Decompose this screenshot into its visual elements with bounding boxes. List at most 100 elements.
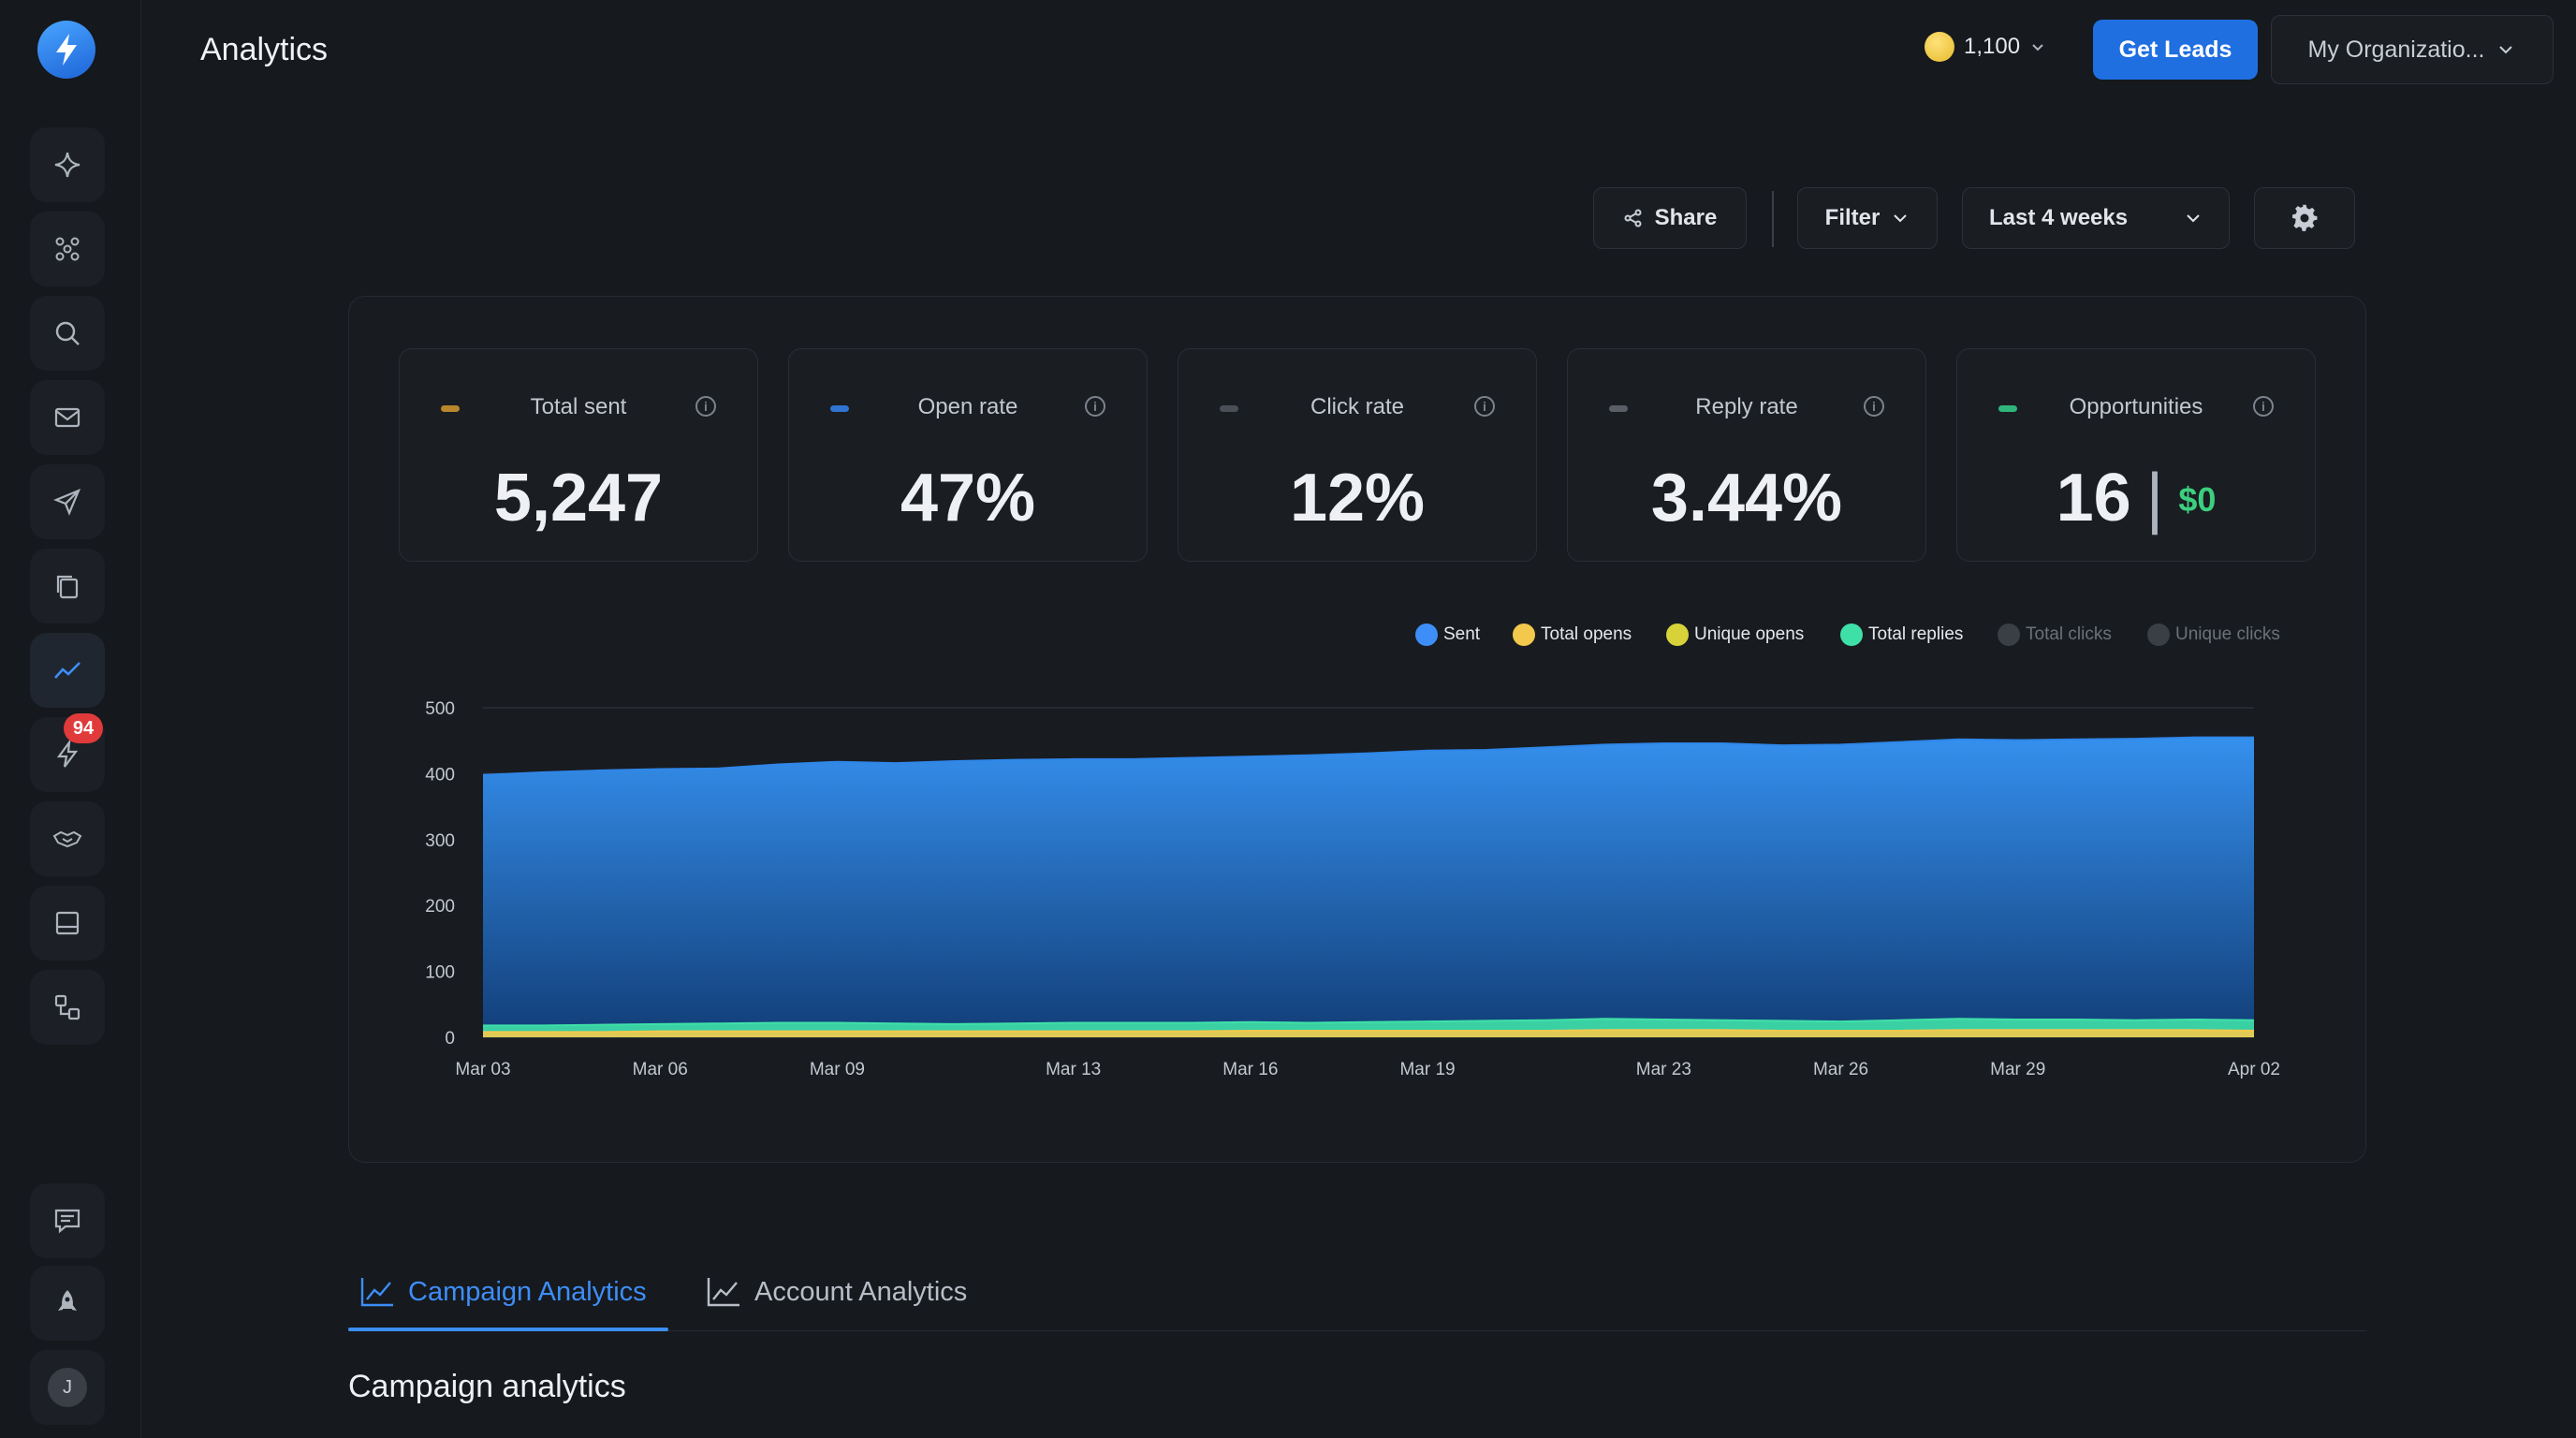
info-icon[interactable]: i [2253,396,2274,417]
series-line-sent [482,736,2254,776]
gear-icon [2292,204,2318,231]
chat-icon [54,1209,80,1234]
legend-item-unique-opens[interactable]: Unique opens [1666,624,1804,646]
section-title: Campaign analytics [348,1369,626,1404]
share-icon [1624,209,1642,227]
stat-label: Total sent [530,394,627,419]
opportunities-value: $0 [2178,480,2217,519]
stat-card-open-rate: Open rate i 47% [788,348,1148,562]
nav-crm[interactable] [30,801,105,876]
mail-icon [54,407,80,428]
chevron-down-icon [1894,214,1908,223]
x-tick-label: Mar 26 [1813,1060,1868,1079]
settings-button[interactable] [2254,187,2355,249]
series-area-sent [483,737,2254,1037]
app-logo[interactable] [37,21,95,79]
stat-value: 5,247 [493,461,664,536]
legend-label: Total opens [1541,624,1632,644]
tab-account-analytics[interactable]: Account Analytics [706,1255,967,1329]
stat-card-reply-rate: Reply rate i 3.44% [1567,348,1926,562]
get-leads-button[interactable]: Get Leads [2093,20,2258,80]
nav-campaigns[interactable] [30,464,105,539]
nav-templates[interactable] [30,549,105,624]
y-tick-label: 200 [425,897,455,917]
nodes-icon [55,237,80,261]
organization-name: My Organizatio... [2307,36,2485,63]
nav-getting-started[interactable] [30,1266,105,1341]
series-color-marker [1609,405,1628,412]
x-tick-label: Mar 19 [1399,1060,1455,1079]
x-tick-label: Mar 29 [1990,1060,2045,1079]
legend-item-sent[interactable]: Sent [1415,624,1480,646]
info-icon[interactable]: i [1864,396,1884,417]
share-label: Share [1654,205,1718,230]
line-chart-icon [707,1278,739,1307]
sparkle-icon [54,152,80,178]
legend-item-total-opens[interactable]: Total opens [1513,624,1632,646]
legend-item-total-replies[interactable]: Total replies [1840,624,1963,646]
nav-search[interactable] [30,296,105,371]
legend-dot [1998,624,2020,646]
tab-label: Account Analytics [754,1276,968,1307]
sidebar: 94 J [0,0,141,1438]
send-icon [53,488,81,516]
x-tick-label: Mar 16 [1222,1060,1278,1079]
page-title: Analytics [200,32,329,67]
coin-icon [1925,32,1954,62]
nav-inbox[interactable] [30,380,105,455]
inbox-tray-icon [55,911,80,935]
line-chart-icon [360,1278,393,1307]
tab-label: Campaign Analytics [408,1276,647,1307]
x-tick-label: Mar 06 [633,1060,688,1079]
stat-value: 47% [900,461,1036,536]
nav-integrations[interactable] [30,212,105,286]
tab-campaign-analytics[interactable]: Campaign Analytics [359,1255,647,1329]
legend-label: Total replies [1868,624,1964,644]
stat-value: 3.44% [1650,461,1843,536]
info-icon[interactable]: i [695,396,716,417]
value-separator: | [2145,461,2164,536]
x-tick-label: Mar 23 [1636,1060,1691,1079]
share-button[interactable]: Share [1593,187,1747,249]
avatar: J [48,1368,87,1407]
info-icon[interactable]: i [1474,396,1495,417]
nav-unibox[interactable] [30,886,105,961]
notification-badge: 94 [64,713,103,743]
organization-selector[interactable]: My Organizatio... [2271,15,2554,84]
x-tick-label: Mar 13 [1046,1060,1101,1079]
series-color-marker [441,405,460,412]
info-icon[interactable]: i [1085,396,1105,417]
series-line-total-replies [483,1018,2255,1027]
chevron-down-icon [2032,44,2043,51]
active-tab-indicator [348,1328,668,1331]
x-tick-label: Apr 02 [2228,1060,2280,1079]
tabs-divider [348,1330,2366,1331]
credits-dropdown[interactable]: 1,100 [1925,32,2046,62]
nav-workflows[interactable] [30,970,105,1045]
x-tick-label: Mar 03 [455,1060,510,1079]
stat-card-opportunities: Opportunities i 16 | $0 [1956,348,2316,562]
legend-dot [1666,624,1689,646]
nav-profile[interactable]: J [30,1350,105,1425]
nav-feedback[interactable] [30,1183,105,1258]
legend-label: Unique clicks [2175,624,2280,644]
y-tick-label: 0 [445,1029,455,1049]
filter-label: Filter [1824,205,1881,230]
chevron-down-icon [2499,46,2513,54]
legend-item-unique-clicks[interactable]: Unique clicks [2147,624,2280,646]
nav-analytics[interactable] [30,633,105,708]
nav-ai-copilot[interactable] [30,127,105,202]
search-icon [55,321,80,345]
filter-button[interactable]: Filter [1797,187,1938,249]
stat-value: 16 | $0 [1957,460,2315,536]
series-color-marker [830,405,849,412]
stat-label: Open rate [917,394,1018,419]
stat-label: Reply rate [1695,394,1798,419]
nav-notifications[interactable]: 94 [30,713,105,792]
date-range-select[interactable]: Last 4 weeks [1962,187,2230,249]
legend-dot [1840,624,1863,646]
legend-item-total-clicks[interactable]: Total clicks [1998,624,2112,646]
chevron-down-icon [2187,214,2200,223]
flow-icon [54,994,80,1020]
